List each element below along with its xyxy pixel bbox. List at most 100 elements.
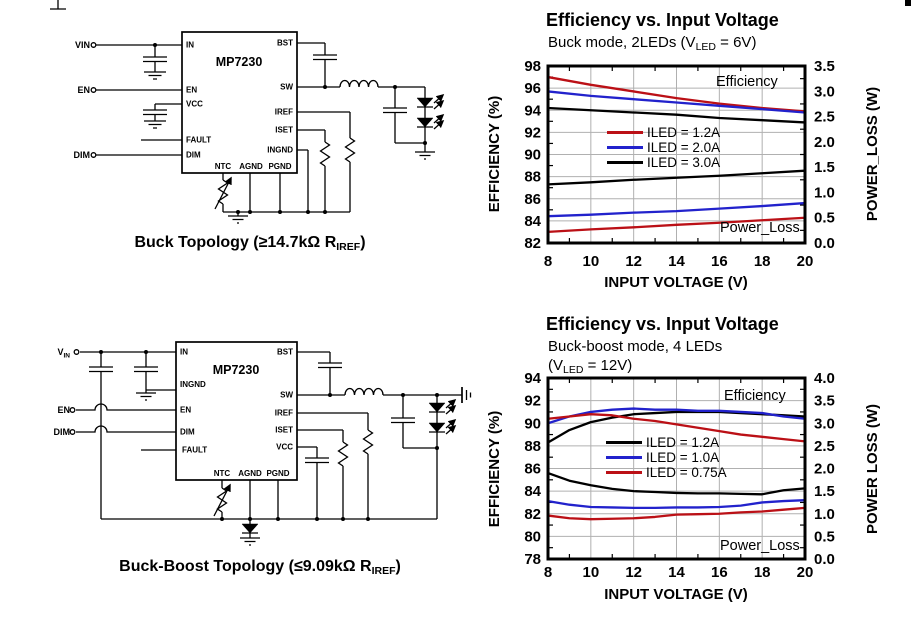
series-line xyxy=(546,413,807,443)
y-right-tick-label: 1.0 xyxy=(814,184,835,201)
legend-line-sample xyxy=(607,131,643,134)
input-capacitor-2 xyxy=(134,352,176,401)
y-right-tick-label: 0.0 xyxy=(814,551,835,568)
y-right-tick-label: 2.0 xyxy=(814,461,835,478)
y-left-tick-label: 92 xyxy=(524,124,541,141)
y-right-tick-label: 3.5 xyxy=(814,58,835,75)
legend-label: ILED = 3.0A xyxy=(647,155,721,170)
pin-iref: IREF xyxy=(275,409,293,418)
ic-body xyxy=(175,341,298,481)
y-left-tick-label: 82 xyxy=(524,235,541,252)
y-right-tick-label: 0.5 xyxy=(814,210,835,227)
legend-label: ILED = 1.2A xyxy=(647,125,721,140)
x-tick-label: 8 xyxy=(544,564,552,581)
legend-line-sample xyxy=(607,161,643,164)
inductor xyxy=(339,79,379,88)
pin-en: EN xyxy=(180,406,191,415)
iref-resistor xyxy=(362,429,374,519)
dim-terminal-label: DIM xyxy=(74,150,91,160)
ground-symbol xyxy=(240,532,260,546)
x-tick-label: 10 xyxy=(582,564,599,581)
output-capacitor xyxy=(383,87,425,144)
chart1-subtitle: Buck mode, 2LEDs (VLED = 6V) xyxy=(548,34,757,53)
y-right-tick-label: 2.5 xyxy=(814,438,835,455)
en-terminal xyxy=(90,87,97,93)
pin-iref: IREF xyxy=(275,108,293,117)
legend-label: ILED = 0.75A xyxy=(646,465,727,480)
pin-bst: BST xyxy=(277,39,293,48)
chart1-legend: ILED = 1.2A ILED = 2.0A ILED = 3.0A xyxy=(607,125,721,170)
dim-terminal xyxy=(90,152,97,158)
y-right-tick-label: 1.0 xyxy=(814,506,835,523)
y-left-tick-label: 86 xyxy=(524,461,541,478)
y-left-tick-label: 84 xyxy=(524,483,541,500)
pin-pgnd: PGND xyxy=(266,469,289,478)
dim-terminal-label: DIM xyxy=(54,427,71,437)
y-left-tick-label: 90 xyxy=(524,147,541,164)
chart2-right-axis-title: POWER LOSS (W) xyxy=(864,404,881,534)
en-terminal xyxy=(69,407,76,413)
chart2-efficiency-annotation: Efficiency xyxy=(724,388,786,404)
bootstrap-capacitor xyxy=(297,42,337,87)
chart2-legend: ILED = 1.2A ILED = 1.0A ILED = 0.75A xyxy=(606,435,727,480)
y-left-tick-label: 92 xyxy=(524,393,541,410)
ic-body xyxy=(181,31,298,174)
series-line xyxy=(546,201,807,218)
legend-line-sample xyxy=(606,471,642,474)
y-right-tick-label: 2.5 xyxy=(814,109,835,126)
buck-boost-caption: Buck-Boost Topology (≤9.09kΩ RIREF) xyxy=(119,558,401,577)
iset-resistor xyxy=(319,141,331,212)
pin-vcc: VCC xyxy=(276,443,293,452)
x-tick-label: 16 xyxy=(711,253,728,270)
legend-line-sample xyxy=(606,456,642,459)
chart1-x-axis-title: INPUT VOLTAGE (V) xyxy=(604,274,748,291)
pin-sw: SW xyxy=(280,391,293,400)
chart1-title: Efficiency vs. Input Voltage xyxy=(546,10,779,30)
ntc-thermistor xyxy=(216,487,228,519)
legend-label: ILED = 2.0A xyxy=(647,140,721,155)
legend-item: ILED = 3.0A xyxy=(607,155,721,170)
vcc-capacitor xyxy=(297,446,329,519)
x-tick-label: 18 xyxy=(754,564,771,581)
legend-item: ILED = 2.0A xyxy=(607,140,721,155)
chart1-efficiency-annotation: Efficiency xyxy=(716,74,778,90)
y-right-tick-label: 0.5 xyxy=(814,528,835,545)
y-right-tick-label: 3.0 xyxy=(814,415,835,432)
x-tick-label: 16 xyxy=(711,564,728,581)
series-line xyxy=(546,90,807,114)
buck-boost-topology-schematic: VIN EN DIM MP7230 IN INGND EN DIM FAULT … xyxy=(54,341,472,546)
vin-terminal-label: VIN xyxy=(75,40,90,50)
chart1-left-axis-title: EFFICIENCY (%) xyxy=(486,96,503,212)
y-right-tick-label: 4.0 xyxy=(814,370,835,387)
buck-caption: Buck Topology (≥14.7kΩ RIREF) xyxy=(134,234,366,253)
y-right-tick-label: 3.5 xyxy=(814,393,835,410)
series-line xyxy=(546,506,807,521)
chart2-subtitle: Buck-boost mode, 4 LEDs (VLED = 12V) xyxy=(548,338,723,376)
y-left-tick-label: 88 xyxy=(524,169,541,186)
x-tick-label: 20 xyxy=(797,564,814,581)
chart2-x-axis-title: INPUT VOLTAGE (V) xyxy=(604,586,748,603)
series-line xyxy=(546,169,807,186)
pin-ingnd: INGND xyxy=(267,146,293,155)
ingnd-wire xyxy=(297,149,309,212)
legend-line-sample xyxy=(607,146,643,149)
iref-resistor xyxy=(344,137,356,212)
en-terminal-label: EN xyxy=(77,85,90,95)
pin-in: IN xyxy=(180,348,188,357)
x-tick-label: 20 xyxy=(797,253,814,270)
series-line xyxy=(546,499,807,510)
chart2-plot: EFFICIENCY (%) POWER LOSS (W) INPUT VOLT… xyxy=(486,370,881,603)
x-tick-label: 18 xyxy=(754,253,771,270)
x-tick-label: 10 xyxy=(582,253,599,270)
chart2-power-loss-annotation: Power_Loss xyxy=(720,538,800,554)
y-left-tick-label: 88 xyxy=(524,438,541,455)
plot-border xyxy=(546,376,807,561)
ground-diode xyxy=(241,523,259,534)
series-line xyxy=(546,407,807,425)
pin-ingnd: INGND xyxy=(180,380,206,389)
bootstrap-capacitor xyxy=(297,351,342,395)
y-right-tick-label: 3.0 xyxy=(814,83,835,100)
ic-part-number: MP7230 xyxy=(213,363,260,377)
series-line xyxy=(546,106,807,124)
